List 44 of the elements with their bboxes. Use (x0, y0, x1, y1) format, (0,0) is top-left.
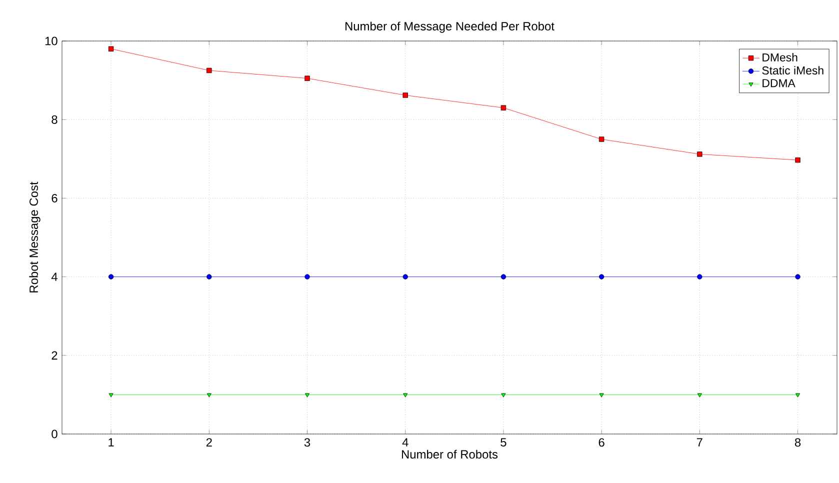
y-tick-label: 4 (51, 272, 58, 281)
point (403, 393, 408, 398)
point (402, 92, 408, 98)
x-tick-label: 8 (794, 438, 801, 447)
y-tick-label: 6 (52, 194, 58, 202)
y-tick-label: 0 (52, 430, 58, 438)
point (206, 393, 212, 398)
y-tick-label: 2 (52, 351, 58, 360)
point (206, 274, 212, 280)
legend-label: Static iMesh (762, 66, 824, 75)
point (108, 393, 114, 398)
point (598, 136, 604, 142)
point (304, 274, 310, 280)
point (500, 274, 506, 280)
point (402, 274, 408, 280)
x-axis-title: Number of Robots (402, 450, 498, 459)
point (598, 274, 604, 280)
y-tick-label: 8 (52, 115, 58, 124)
point (697, 393, 702, 398)
point (108, 274, 114, 280)
y-tick-label: 10 (45, 36, 58, 46)
x-tick-label: 2 (206, 438, 212, 447)
point (697, 274, 702, 280)
point (599, 393, 604, 398)
legend-label: DDMA (762, 79, 796, 88)
point (795, 274, 800, 280)
x-tick-label: 4 (402, 438, 408, 446)
x-tick-label: 6 (598, 438, 604, 447)
chart-title: Number of Message Needed Per Robot (345, 22, 554, 33)
point (500, 105, 506, 110)
point (206, 68, 212, 74)
legend-label: DMesh (762, 53, 798, 62)
point (795, 157, 800, 163)
point (304, 76, 310, 81)
x-tick-label: 1 (108, 438, 114, 446)
x-tick-label: 7 (696, 438, 702, 446)
x-tick-label: 3 (304, 438, 310, 447)
y-axis-title: Robot Message Cost (29, 182, 40, 292)
point (304, 393, 310, 398)
x-tick-label: 5 (500, 438, 506, 447)
point (697, 152, 702, 157)
point (108, 46, 114, 52)
point (795, 393, 800, 398)
point (501, 393, 506, 398)
